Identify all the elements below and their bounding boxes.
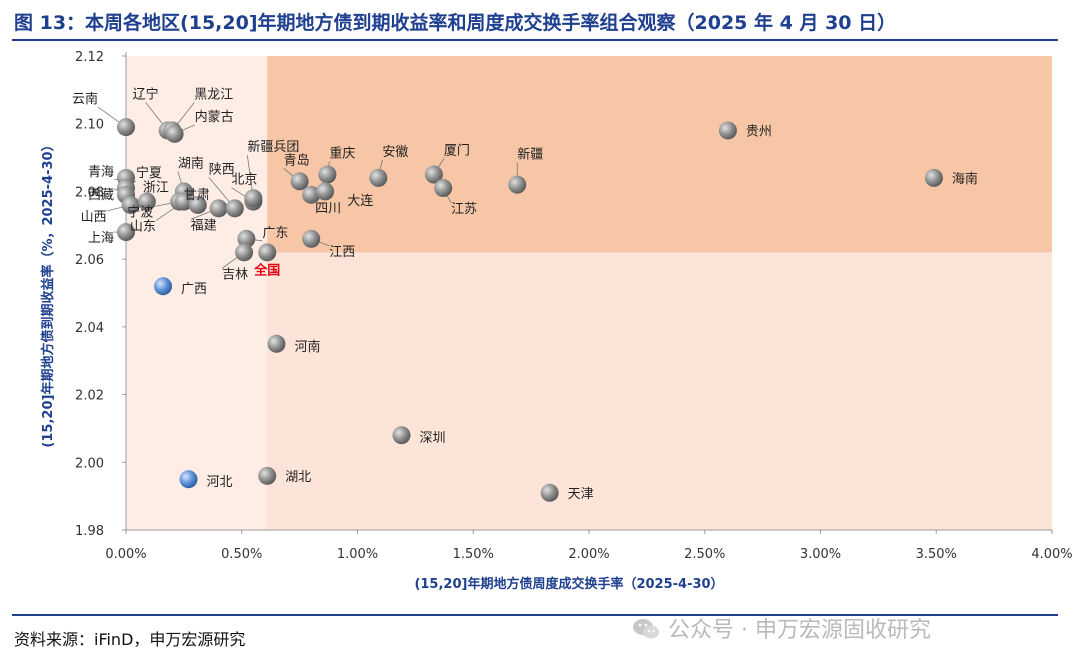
label-深圳: 深圳 (419, 431, 445, 446)
point-安徽 (369, 168, 388, 187)
label-天津: 天津 (568, 487, 594, 502)
label-大连: 大连 (347, 193, 373, 209)
point-福建 (209, 199, 228, 218)
point-厦门 (424, 165, 443, 184)
watermark: 公众号 · 申万宏源固收研究 (632, 612, 931, 647)
figure-title: 图 13：本周各地区(15,20]年期地方债到期收益率和周度成交换手率组合观察（… (14, 12, 897, 34)
point-深圳 (392, 426, 411, 445)
label-吉林: 吉林 (222, 267, 248, 282)
point-湖北 (258, 466, 277, 485)
point-内蒙古 (165, 124, 184, 143)
y-tick-label: 2.10 (75, 118, 104, 133)
point-四川 (316, 182, 335, 201)
label-西藏: 西藏 (88, 188, 114, 203)
label-湖南: 湖南 (178, 155, 204, 171)
point-云南 (117, 118, 135, 137)
quadrant-high-yield-high-turnover (267, 56, 1053, 253)
label-青岛: 青岛 (284, 152, 310, 168)
point-河南 (267, 334, 286, 353)
point-天津 (540, 483, 559, 502)
wechat-icon (632, 617, 660, 647)
label-山西: 山西 (81, 210, 107, 225)
label-北京: 北京 (231, 173, 257, 188)
label-宁夏: 宁夏 (136, 165, 162, 181)
label-安徽: 安徽 (382, 145, 408, 160)
point-河北 (179, 470, 198, 489)
label-重庆: 重庆 (329, 146, 355, 162)
point-山东 (174, 192, 193, 211)
source-note: 资料来源：iFinD，申万宏源研究 (14, 630, 246, 649)
label-四川: 四川 (315, 201, 341, 216)
x-tick-label: 3.50% (916, 547, 957, 562)
x-tick-label: 4.00% (1031, 547, 1072, 562)
y-axis-title: (15,20]年期地方债到期收益率（%，2025-4-30） (40, 138, 56, 447)
label-上海: 上海 (88, 231, 114, 246)
quadrant-low-turnover (125, 56, 268, 530)
point-陕西 (225, 199, 244, 218)
label-national: 全国 (253, 262, 280, 278)
x-axis-title: (15,20]年期地方债周度成交换手率（2025-4-30） (414, 576, 723, 592)
x-tick-label: 0.00% (105, 547, 146, 562)
point-广东 (237, 229, 256, 248)
y-tick-label: 2.02 (75, 389, 104, 404)
label-青海: 青海 (88, 165, 114, 180)
point-大连 (302, 185, 321, 204)
label-湖北: 湖北 (285, 470, 311, 485)
point-上海 (117, 223, 135, 242)
point-江西 (302, 229, 321, 248)
label-河北: 河北 (207, 475, 233, 490)
point-江苏 (434, 179, 453, 198)
label-河南: 河南 (294, 339, 320, 355)
point-贵州 (718, 121, 737, 140)
point-海南 (924, 168, 943, 187)
x-tick-label: 1.50% (453, 547, 494, 562)
label-甘肃: 甘肃 (184, 188, 210, 203)
label-黑龙江: 黑龙江 (194, 87, 233, 102)
label-云南: 云南 (72, 91, 98, 107)
y-tick-label: 2.04 (75, 321, 104, 336)
footer-divider (12, 614, 1058, 616)
label-新疆兵团: 新疆兵团 (247, 139, 299, 155)
label-贵州: 贵州 (746, 124, 772, 139)
title-divider (12, 39, 1058, 41)
scatter-chart: 0.00% 0.50% 1.00% 1.50% 2.00% 2.50% 3.00% 3.50%… (40, 50, 1073, 592)
label-江苏: 江苏 (451, 201, 477, 217)
label-陕西: 陕西 (209, 162, 235, 177)
label-宁波: 宁波 (127, 205, 153, 221)
label-新疆: 新疆 (517, 147, 543, 163)
x-tick-label: 1.00% (337, 547, 378, 562)
point-新疆 (508, 175, 527, 194)
y-tick-label: 2.12 (75, 50, 104, 65)
y-tick-label: 1.98 (75, 524, 104, 539)
point-青岛 (290, 172, 309, 191)
x-tick-label: 2.00% (568, 547, 609, 562)
y-tick-label: 2.08 (75, 185, 104, 200)
point-山西 (121, 195, 140, 214)
point-广西 (154, 277, 173, 296)
label-海南: 海南 (952, 171, 978, 187)
y-tick-label: 2.00 (75, 456, 104, 471)
label-辽宁: 辽宁 (133, 86, 159, 102)
point-甘肃 (188, 195, 207, 214)
label-江西: 江西 (329, 245, 355, 260)
watermark-text: 公众号 · 申万宏源固收研究 (668, 618, 931, 643)
point-重庆 (318, 165, 337, 184)
label-内蒙古: 内蒙古 (195, 109, 234, 125)
label-广西: 广西 (181, 282, 207, 297)
point-浙江 (137, 192, 156, 211)
label-福建: 福建 (191, 218, 217, 233)
label-山东: 山东 (130, 220, 156, 235)
label-厦门: 厦门 (444, 144, 470, 159)
label-广东: 广东 (262, 226, 288, 241)
point-新疆兵团 (244, 189, 263, 208)
point-吉林 (235, 243, 254, 262)
x-tick-label: 2.50% (684, 547, 725, 562)
y-tick-label: 2.06 (75, 253, 104, 268)
point-national (258, 243, 277, 262)
x-tick-label: 0.50% (221, 547, 262, 562)
label-浙江: 浙江 (143, 181, 169, 196)
x-tick-label: 3.00% (800, 547, 841, 562)
